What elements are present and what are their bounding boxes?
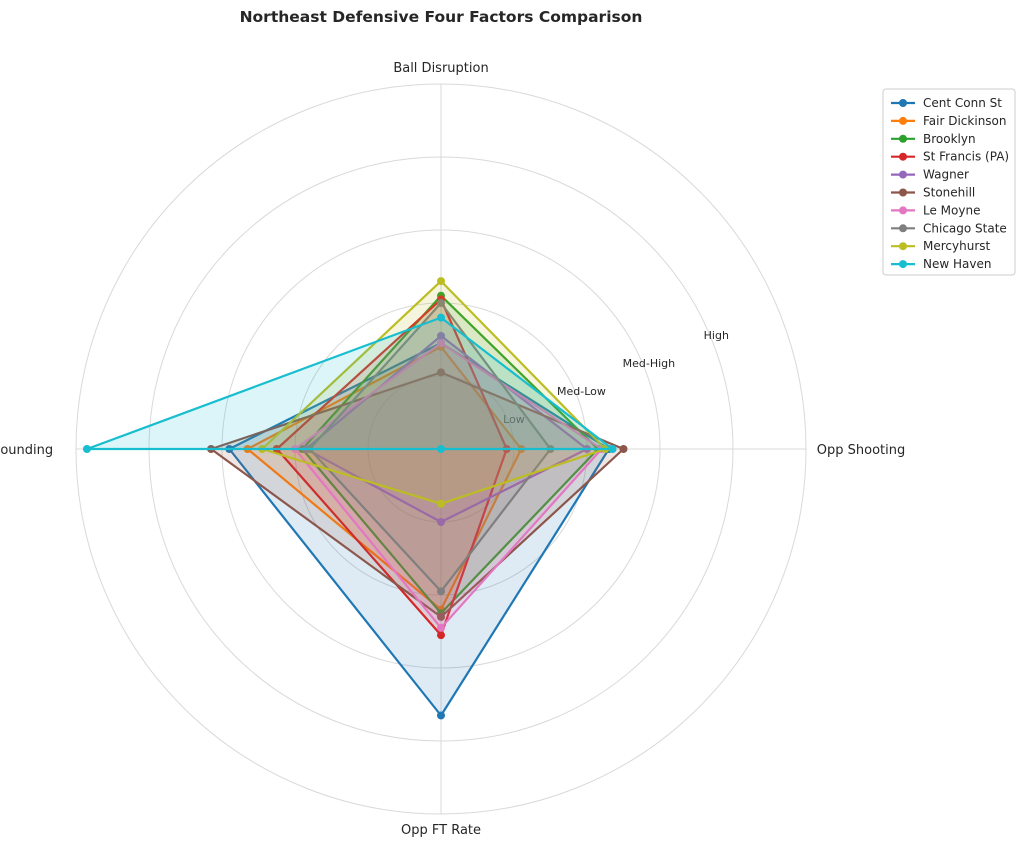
data-point bbox=[619, 445, 628, 453]
radial-tick-label: Low bbox=[503, 413, 525, 426]
data-point bbox=[437, 445, 445, 453]
axis-label: Opp FT Rate bbox=[401, 823, 481, 838]
axis-label: Opp Shooting bbox=[817, 443, 905, 458]
data-point bbox=[437, 339, 445, 348]
series-fill bbox=[309, 303, 551, 592]
legend-entry: Chicago State bbox=[923, 221, 1007, 235]
series-fill bbox=[305, 335, 587, 522]
legend-entry: Brooklyn bbox=[923, 132, 976, 146]
legend-swatch-marker bbox=[899, 99, 907, 107]
data-point bbox=[437, 368, 445, 377]
data-point bbox=[437, 631, 445, 640]
data-point bbox=[437, 711, 445, 720]
data-point bbox=[437, 587, 445, 596]
series-fill bbox=[87, 317, 613, 449]
legend-swatch-marker bbox=[899, 170, 907, 179]
data-point bbox=[437, 299, 445, 307]
data-point bbox=[608, 445, 617, 453]
legend-swatch-marker bbox=[899, 116, 907, 125]
legend-entry: Stonehill bbox=[923, 186, 975, 200]
series-fill bbox=[247, 346, 522, 610]
data-point bbox=[437, 612, 445, 621]
data-point bbox=[437, 623, 445, 632]
series-fill bbox=[276, 299, 507, 636]
legend-entry: Fair Dickinson bbox=[923, 114, 1007, 128]
legend-entry: Wagner bbox=[923, 168, 969, 182]
radial-tick-label: Med-Low bbox=[557, 385, 606, 398]
axis-labels: Opp Shooting Ball Disruption Def Reboundin… bbox=[0, 61, 905, 838]
data-point bbox=[437, 331, 445, 340]
legend-entry: Le Moyne bbox=[923, 203, 980, 217]
data-point bbox=[437, 313, 445, 322]
axis-label: Def Rebounding bbox=[0, 443, 53, 458]
legend: Cent Conn St Fair Dickinson Brooklyn St Fra… bbox=[882, 88, 1016, 276]
legend-entry: Cent Conn St bbox=[923, 96, 1002, 110]
radial-tick-label: Med-High bbox=[623, 357, 676, 370]
series-fill bbox=[211, 372, 624, 617]
radar-series bbox=[82, 277, 628, 720]
radial-tick-label: High bbox=[704, 329, 729, 342]
legend-frame bbox=[882, 88, 1016, 276]
legend-swatch-marker bbox=[899, 242, 907, 251]
legend-swatch-marker bbox=[899, 224, 907, 233]
legend-entry: St Francis (PA) bbox=[923, 150, 1009, 164]
series-fill bbox=[229, 343, 609, 716]
legend-swatch-marker bbox=[899, 134, 907, 143]
chart-title: Northeast Defensive Four Factors Compari… bbox=[240, 8, 643, 26]
legend-swatch-marker bbox=[899, 188, 907, 197]
legend-entry: New Haven bbox=[923, 257, 991, 271]
legend-entry: Mercyhurst bbox=[923, 239, 991, 253]
legend-swatch-marker bbox=[899, 206, 907, 215]
data-point bbox=[437, 277, 445, 286]
data-point bbox=[437, 499, 445, 508]
axis-label: Ball Disruption bbox=[393, 61, 488, 76]
data-point bbox=[82, 445, 91, 453]
legend-swatch-marker bbox=[899, 260, 907, 269]
legend-swatch-marker bbox=[899, 152, 907, 161]
data-point bbox=[437, 518, 445, 526]
